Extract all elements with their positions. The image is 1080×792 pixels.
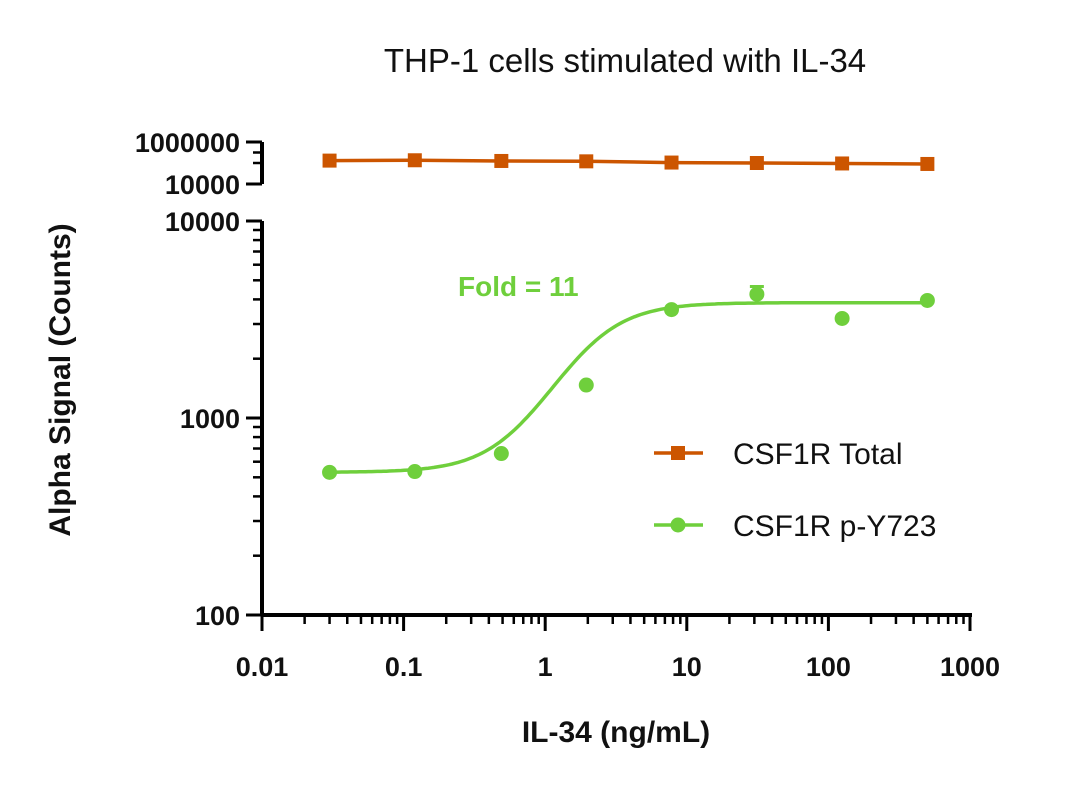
point-csf1r-total	[920, 156, 935, 171]
point-csf1r-py723	[578, 377, 594, 393]
y-axis-title: Alpha Signal (Counts)	[44, 223, 77, 536]
chart-title: THP-1 cells stimulated with IL-34	[384, 42, 866, 79]
y-tick-label: 1000000	[135, 128, 240, 158]
point-csf1r-total	[322, 153, 337, 168]
legend: CSF1R Total CSF1R p-Y723	[654, 438, 936, 543]
y-tick-label: 100	[195, 601, 240, 631]
x-axis-title: IL-34 (ng/mL)	[522, 716, 710, 749]
x-tick-label: 0.1	[385, 652, 423, 682]
legend-label: CSF1R p-Y723	[733, 510, 936, 543]
axes: 0.01 0.1 1 10 100 1000 10000 1000 100 1000000 1000…	[135, 128, 1000, 682]
legend-marker	[670, 517, 686, 533]
series-line-csf1r-total	[329, 158, 928, 166]
x-tick-label: 1	[538, 652, 553, 682]
x-tick-label: 100	[806, 652, 851, 682]
point-csf1r-total	[749, 156, 764, 170]
fit-curves	[329, 158, 928, 474]
point-csf1r-total	[494, 153, 509, 168]
point-csf1r-py723	[493, 446, 509, 462]
x-tick-label: 0.01	[236, 652, 289, 682]
point-csf1r-py723	[407, 464, 423, 480]
fit-curve-csf1r-py723	[329, 300, 928, 474]
fold-annotation: Fold = 11	[458, 271, 579, 302]
data-points	[322, 153, 935, 480]
legend-label: CSF1R Total	[733, 438, 903, 471]
point-csf1r-py723	[749, 286, 765, 302]
legend-item-csf1r-total: CSF1R Total	[654, 438, 903, 471]
y-tick-label: 10000	[165, 207, 240, 237]
point-csf1r-py723	[664, 302, 680, 318]
point-csf1r-total	[664, 155, 679, 170]
point-csf1r-py723	[834, 310, 850, 326]
x-tick-label: 10	[672, 652, 702, 682]
point-csf1r-total	[407, 153, 422, 168]
y-tick-label: 1000	[180, 404, 240, 434]
point-csf1r-total	[579, 154, 594, 169]
y-tick-label: 10000	[165, 170, 240, 200]
point-csf1r-py723	[919, 292, 935, 308]
legend-marker	[671, 446, 685, 460]
x-tick-label: 1000	[940, 652, 1000, 682]
legend-item-csf1r-py723: CSF1R p-Y723	[654, 510, 936, 543]
point-csf1r-py723	[322, 464, 338, 480]
point-csf1r-total	[835, 156, 850, 171]
